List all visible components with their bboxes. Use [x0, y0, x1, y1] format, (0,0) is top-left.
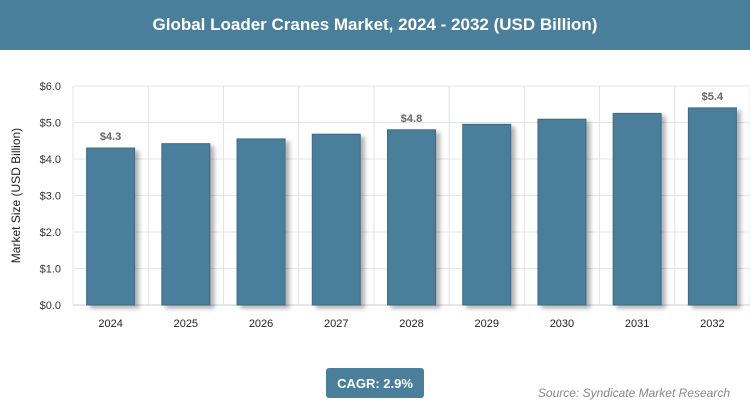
- x-tick-label: 2025: [174, 318, 198, 330]
- data-label: $5.4: [702, 91, 724, 103]
- bar: [236, 138, 286, 306]
- y-tick-label: $4.0: [40, 154, 61, 166]
- x-tick-label: 2029: [474, 318, 498, 330]
- chart-title: Global Loader Cranes Market, 2024 - 2032…: [0, 0, 750, 50]
- y-tick-label: $1.0: [40, 264, 61, 276]
- y-tick-label: $3.0: [40, 191, 61, 203]
- x-tick-label: 2026: [249, 318, 273, 330]
- source-note: Source: Syndicate Market Research: [537, 386, 730, 400]
- y-tick-label: $0.0: [40, 300, 61, 312]
- bar: [86, 147, 136, 306]
- cagr-badge: CAGR: 2.9%: [326, 368, 424, 398]
- data-label: $4.3: [100, 131, 121, 143]
- x-tick-label: 2027: [324, 318, 348, 330]
- x-tick-label: 2030: [550, 318, 574, 330]
- bar: [161, 143, 211, 306]
- bar: [462, 123, 512, 306]
- bar: [387, 129, 436, 306]
- bar: [687, 107, 737, 306]
- x-tick-label: 2031: [625, 318, 649, 330]
- bar: [311, 133, 361, 306]
- x-tick-label: 2032: [700, 318, 724, 330]
- y-tick-label: $6.0: [40, 81, 61, 93]
- x-tick-label: 2028: [399, 318, 423, 330]
- bar: [612, 112, 662, 306]
- bar: [537, 118, 587, 306]
- y-tick-label: $5.0: [40, 118, 61, 130]
- data-label: $4.8: [401, 113, 422, 125]
- bar-chart: $0.0 $1.0 $2.0 $3.0 $4.0 $5.0 $6.0 2024 $4.3 2025…: [9, 81, 750, 330]
- y-tick-label: $2.0: [40, 227, 61, 239]
- y-axis-label: Market Size (USD Billion): [9, 128, 23, 263]
- x-tick-label: 2024: [98, 318, 122, 330]
